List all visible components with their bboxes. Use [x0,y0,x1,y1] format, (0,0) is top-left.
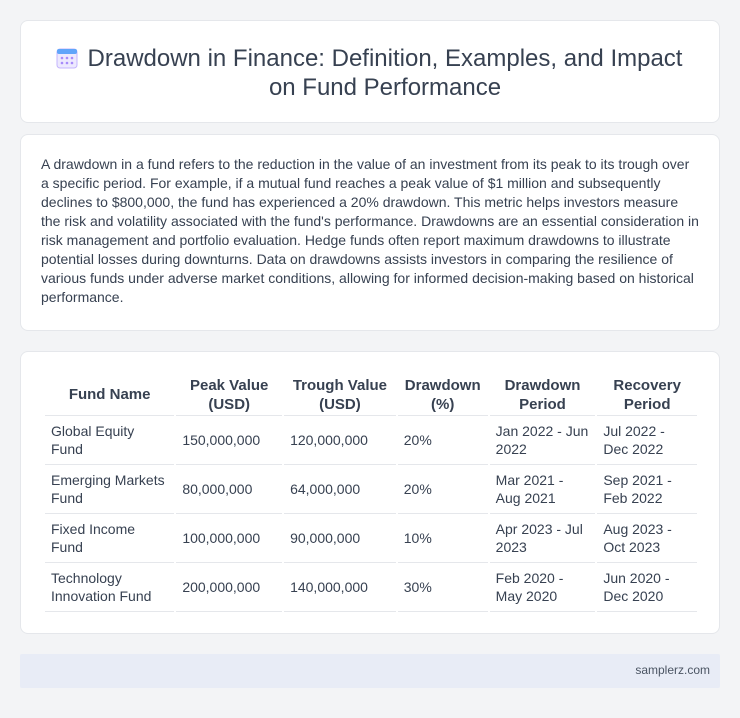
fund-name-cell: Global Equity Fund [45,416,175,465]
drawdown-period-cell: Feb 2020 - May 2020 [489,563,596,612]
column-header: Recovery Period [597,374,697,416]
table-row: Fixed Income Fund 100,000,000 90,000,000… [45,514,697,563]
fund-name-cell: Technology Innovation Fund [45,563,175,612]
table-row: Global Equity Fund 150,000,000 120,000,0… [45,416,697,465]
trough-value-cell: 90,000,000 [284,514,396,563]
drawdown-period-cell: Jan 2022 - Jun 2022 [489,416,596,465]
footer-bar: samplerz.com [20,654,720,688]
trough-value-cell: 64,000,000 [284,465,396,514]
fund-name-cell: Fixed Income Fund [45,514,175,563]
footer-site-link[interactable]: samplerz.com [635,663,710,677]
peak-value-cell: 80,000,000 [176,465,283,514]
page-title: Drawdown in Finance: Definition, Example… [87,45,683,101]
drawdown-percent-cell: 30% [397,563,488,612]
drawdown-period-cell: Mar 2021 - Aug 2021 [489,465,596,514]
peak-value-cell: 150,000,000 [176,416,283,465]
calendar-icon [56,48,78,69]
fund-name-cell: Emerging Markets Fund [45,465,175,514]
peak-value-cell: 200,000,000 [176,563,283,612]
table-card: Fund Name Peak Value (USD) Trough Value … [20,351,720,634]
trough-value-cell: 120,000,000 [284,416,396,465]
recovery-period-cell: Jul 2022 - Dec 2022 [597,416,697,465]
peak-value-cell: 100,000,000 [176,514,283,563]
column-header: Drawdown Period [489,374,596,416]
column-header: Trough Value (USD) [284,374,396,416]
drawdown-percent-cell: 20% [397,416,488,465]
recovery-period-cell: Sep 2021 - Feb 2022 [597,465,697,514]
trough-value-cell: 140,000,000 [284,563,396,612]
table-row: Emerging Markets Fund 80,000,000 64,000,… [45,465,697,514]
title-wrap: Drawdown in Finance: Definition, Example… [21,44,719,102]
column-header: Peak Value (USD) [176,374,283,416]
drawdown-table: Fund Name Peak Value (USD) Trough Value … [43,374,699,612]
intro-card: A drawdown in a fund refers to the reduc… [20,134,720,331]
recovery-period-cell: Aug 2023 - Oct 2023 [597,514,697,563]
column-header: Fund Name [45,374,175,416]
table-row: Technology Innovation Fund 200,000,000 1… [45,563,697,612]
column-header: Drawdown (%) [397,374,488,416]
intro-paragraph: A drawdown in a fund refers to the reduc… [41,156,699,305]
table-header-row: Fund Name Peak Value (USD) Trough Value … [45,374,697,416]
drawdown-percent-cell: 10% [397,514,488,563]
drawdown-percent-cell: 20% [397,465,488,514]
title-card: Drawdown in Finance: Definition, Example… [20,20,720,123]
drawdown-period-cell: Apr 2023 - Jul 2023 [489,514,596,563]
recovery-period-cell: Jun 2020 - Dec 2020 [597,563,697,612]
